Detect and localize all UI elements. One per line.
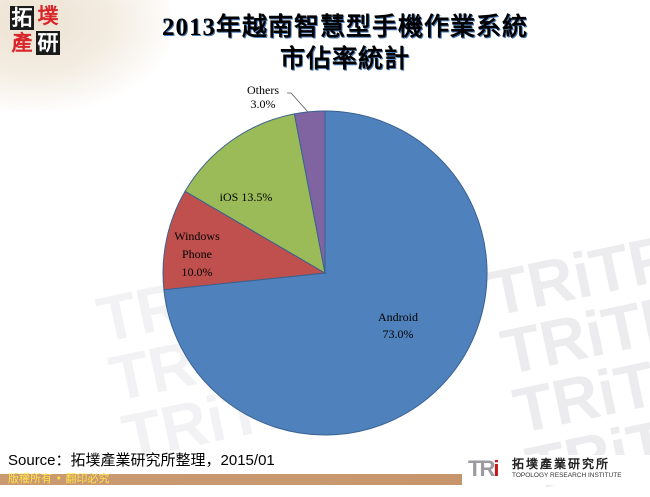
label-android-value: 73.0% <box>383 327 414 341</box>
title-line-2: 市佔率統計 <box>279 46 410 73</box>
logo-char: 拓 <box>10 6 34 30</box>
label-android-name: Android <box>378 310 418 324</box>
slice-ios[interactable] <box>184 113 326 274</box>
slice-windows-phone[interactable] <box>162 190 327 291</box>
label-others-value: 3.0% <box>251 97 276 111</box>
tri-logo-mark: TRi <box>468 456 500 481</box>
footer-bar: 版權所有 • 翻印必究 <box>0 472 650 485</box>
brand-logo: 拓 墣 產 研 <box>10 4 62 56</box>
slice-others[interactable] <box>293 110 326 274</box>
copyright-text: 版權所有 • 翻印必究 <box>8 472 110 485</box>
chart-title: 2013年越南智慧型手機作業系統 市佔率統計 <box>120 12 570 76</box>
source-note: Source：拓墣產業研究所整理，2015/01 <box>8 452 275 469</box>
label-wp-value: 10.0% <box>182 265 213 279</box>
logo-char: 產 <box>11 31 33 55</box>
logo-char: 研 <box>36 31 60 55</box>
label-ios: iOS 13.5% <box>220 190 273 204</box>
logo-char: 墣 <box>37 4 59 28</box>
org-name-en: TOPOLOGY RESEARCH INSTITUTE <box>512 472 622 479</box>
label-wp-line2: Phone <box>182 247 212 261</box>
pie-chart: Others 3.0% iOS 13.5% Windows Phone 10.0… <box>162 83 488 436</box>
org-name-cn: 拓墣產業研究所 <box>512 457 611 471</box>
others-leader-line <box>287 92 309 113</box>
label-wp-line1: Windows <box>174 229 220 243</box>
title-line-1: 2013年越南智慧型手機作業系統 <box>161 14 528 41</box>
label-others-name: Others <box>247 83 279 97</box>
tri-logo: TRi 拓墣產業研究所 TOPOLOGY RESEARCH INSTITUTE <box>462 455 650 485</box>
